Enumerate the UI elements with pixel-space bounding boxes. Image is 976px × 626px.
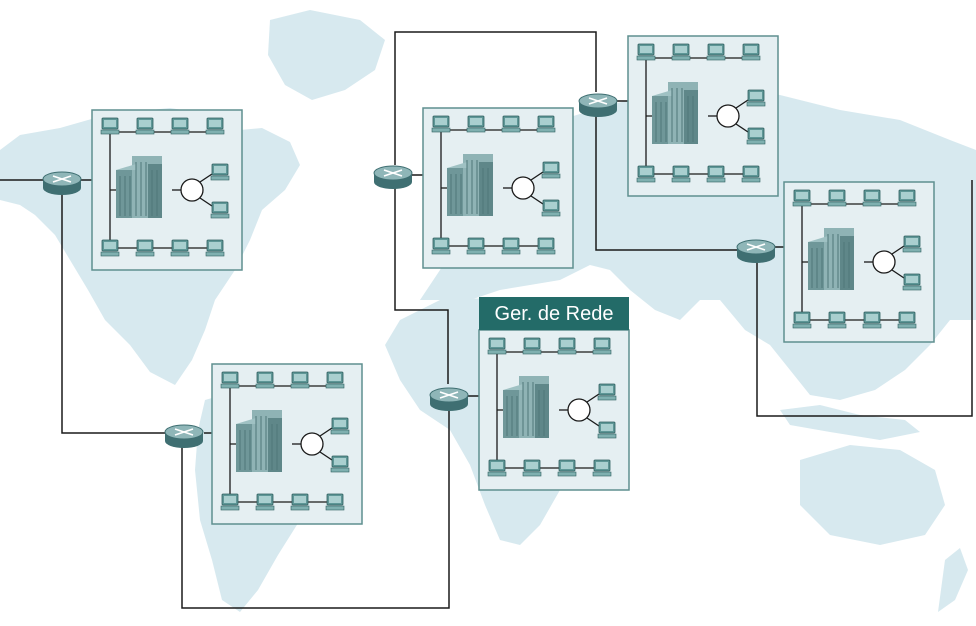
management-site-label-text: Ger. de Rede xyxy=(495,303,614,325)
site-south-america xyxy=(212,364,362,524)
router-icon xyxy=(736,239,776,264)
router-icon xyxy=(578,93,618,118)
site-asia xyxy=(784,182,934,342)
router-icon xyxy=(42,171,82,196)
link-russia-to-asia xyxy=(595,112,738,251)
landmass-greenland xyxy=(268,10,385,100)
landmass-indonesia xyxy=(780,405,920,440)
link-asia-to-edge xyxy=(756,180,973,417)
site-russia xyxy=(628,36,778,196)
link-na-to-sa xyxy=(61,190,168,434)
router-icon xyxy=(429,387,469,412)
site-management xyxy=(479,330,629,490)
landmass-new-zealand xyxy=(938,548,968,612)
management-site-label: Ger. de Rede xyxy=(479,297,629,330)
link-eu-to-mgmt xyxy=(394,180,449,384)
site-north-america xyxy=(92,110,242,270)
site-europe xyxy=(423,108,573,268)
router-icon xyxy=(164,424,204,449)
continent-australia xyxy=(800,445,945,545)
router-icon xyxy=(373,165,413,190)
link-eu-to-russia xyxy=(394,31,597,165)
link-sa-to-management xyxy=(181,405,450,609)
